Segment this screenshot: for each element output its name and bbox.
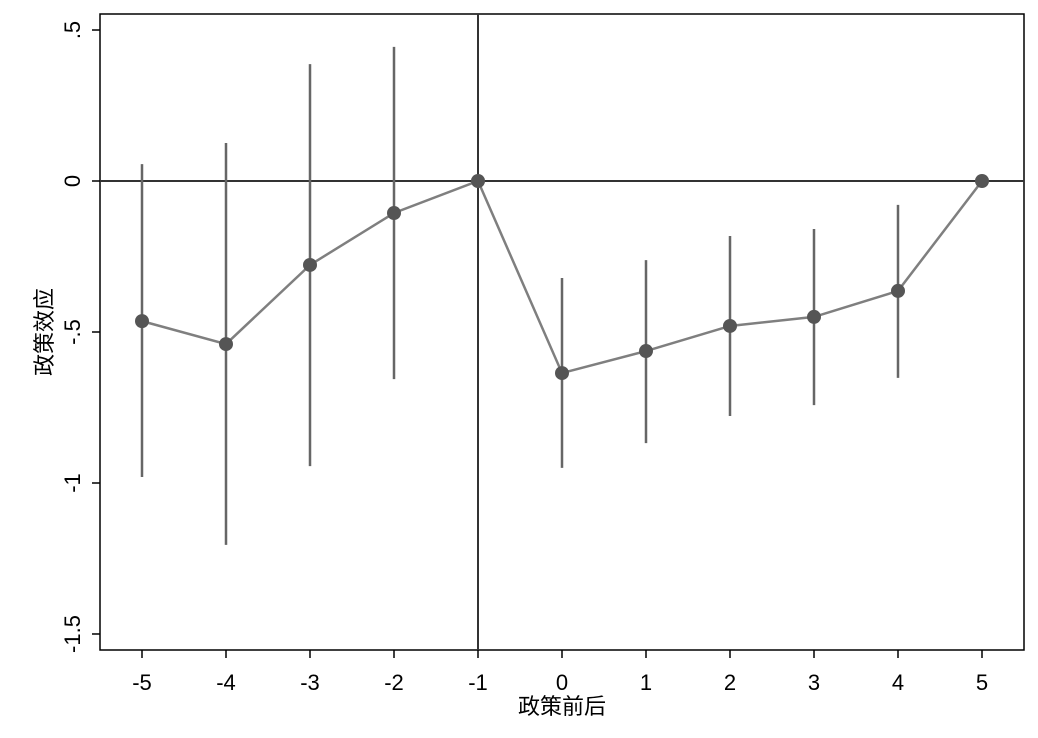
point bbox=[891, 283, 905, 298]
point bbox=[471, 174, 485, 189]
y-axis-label: 政策效应 bbox=[32, 288, 57, 376]
x-tick-label: -5 bbox=[132, 670, 152, 695]
x-tick-label: -4 bbox=[216, 670, 236, 695]
x-tick-label: 4 bbox=[892, 670, 904, 695]
x-tick-label: 5 bbox=[976, 670, 988, 695]
point bbox=[219, 337, 233, 352]
x-tick-label: 3 bbox=[808, 670, 820, 695]
point bbox=[975, 174, 989, 189]
x-tick-label: -1 bbox=[468, 670, 488, 695]
x-tick-label: 0 bbox=[556, 670, 568, 695]
x-tick-label: -3 bbox=[300, 670, 320, 695]
point bbox=[555, 366, 569, 381]
point bbox=[387, 206, 401, 221]
y-tick-label: -1 bbox=[60, 473, 85, 493]
y-tick-label: .5 bbox=[60, 21, 85, 39]
x-tick-label: 1 bbox=[640, 670, 652, 695]
y-tick-label: 0 bbox=[60, 175, 85, 187]
x-tick-label: -2 bbox=[384, 670, 404, 695]
point bbox=[807, 309, 821, 324]
point bbox=[303, 257, 317, 272]
point bbox=[723, 318, 737, 333]
point bbox=[135, 314, 149, 329]
x-tick-label: 2 bbox=[724, 670, 736, 695]
point bbox=[639, 344, 653, 359]
y-tick-label: -1.5 bbox=[60, 615, 85, 653]
y-tick-label: -.5 bbox=[60, 319, 85, 345]
x-axis-label: 政策前后 bbox=[518, 694, 606, 719]
